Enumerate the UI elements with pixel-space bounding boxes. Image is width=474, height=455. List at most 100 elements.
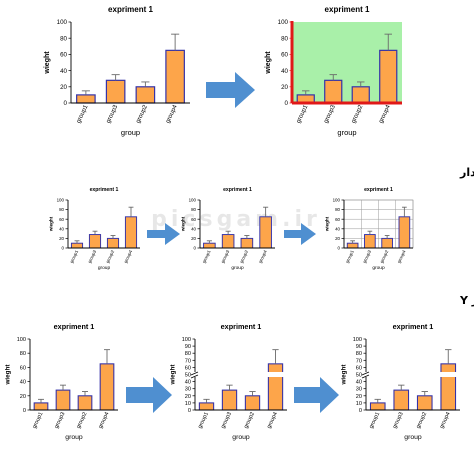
chart-title: expriment 1: [90, 187, 119, 193]
x-tick-label: group1: [32, 411, 45, 429]
y-tick-label: 40: [60, 68, 67, 75]
bar-chart-1: 0 20 40 60 80 100 group1 group3 group2 group4 grou…: [44, 5, 190, 137]
y-tick-label: 80: [20, 351, 26, 357]
x-tick-label: group1: [197, 411, 210, 429]
x-tick-label: group4: [377, 103, 392, 124]
x-axis-label: group: [232, 434, 250, 441]
y-tick-label: 60: [335, 217, 340, 222]
y-tick-label: 60: [59, 217, 64, 222]
bar-group1: [198, 402, 215, 411]
y-tick-label: 40: [185, 380, 191, 386]
bar-chart-2: 0 20 40 60 80 100 group1 group3 group2 group4 grou…: [265, 5, 402, 137]
y-tick-label: 90: [185, 344, 191, 350]
y-axis-label: wieght: [324, 216, 329, 232]
y-tick-label: 0: [194, 246, 197, 251]
y-tick-label: 30: [185, 387, 191, 393]
bar-group3: [393, 389, 410, 411]
y-tick-label: 80: [356, 351, 362, 357]
bar-group4: [440, 363, 457, 411]
y-tick-label: 60: [185, 365, 191, 371]
watermark: picsgam.ir: [151, 207, 321, 232]
y-tick-label: 40: [281, 68, 288, 75]
bar-group2: [135, 86, 156, 104]
y-tick-label: 0: [338, 246, 341, 251]
bar-group3: [221, 389, 238, 411]
axis-break: [363, 372, 369, 377]
y-tick-label: 80: [281, 35, 288, 42]
x-tick-label: group3: [220, 249, 231, 264]
axis-break-mark: [190, 371, 199, 376]
y-tick-label: 20: [356, 394, 362, 400]
x-tick-label: group4: [164, 103, 179, 124]
bar-chart-4: 0 20 40 60 80 100 group1 group3 group2 group4 grou…: [180, 187, 275, 271]
bar-group1: [203, 242, 216, 249]
x-tick-label: group2: [379, 249, 390, 264]
bar-group1: [70, 242, 84, 249]
x-tick-label: group3: [54, 411, 67, 429]
y-tick-label: 0: [23, 408, 26, 414]
arrow-right-icon: [206, 72, 255, 108]
bar-break: [267, 372, 284, 377]
bar-group4: [379, 49, 398, 104]
x-tick-label: group4: [257, 249, 268, 264]
y-tick-label: 20: [60, 84, 67, 91]
y-tick-label: 100: [353, 337, 362, 343]
y-axis-label: wieght: [5, 364, 12, 386]
y-tick-label: 100: [57, 198, 65, 203]
y-tick-label: 20: [20, 394, 26, 400]
y-axis-label: wieght: [48, 216, 53, 232]
bar-group2: [416, 395, 433, 411]
x-tick-label: group4: [123, 249, 134, 264]
bar-group1: [33, 402, 49, 411]
x-tick-label: group4: [98, 411, 111, 429]
y-tick-label: 20: [185, 394, 191, 400]
x-tick-label: group2: [350, 103, 365, 124]
y-tick-label: 0: [64, 100, 68, 107]
x-tick-label: group4: [266, 411, 279, 429]
y-tick-label: 50: [185, 372, 191, 378]
x-tick-label: group2: [105, 249, 116, 264]
y-tick-label: 0: [188, 408, 191, 414]
bar-chart-3: 0 20 40 60 80 100 group1 group3 group2 group4 grou…: [48, 187, 140, 271]
y-tick-label: 90: [356, 344, 362, 350]
arrow-right-icon: [126, 377, 172, 413]
y-tick-label: 80: [335, 207, 340, 212]
axis-break-mark: [361, 374, 370, 379]
y-tick-label: 0: [285, 100, 289, 107]
chart-title: expriment 1: [364, 187, 393, 193]
chart-title: expriment 1: [54, 322, 95, 331]
y-tick-label: 40: [191, 226, 196, 231]
y-tick-label: 100: [17, 337, 26, 343]
x-tick-label: group3: [220, 411, 233, 429]
x-axis-label: group: [337, 128, 356, 137]
y-axis-label: wieght: [180, 216, 185, 232]
arrow-right-icon: [284, 223, 316, 245]
bar-group4: [398, 216, 411, 249]
bar-group2: [351, 86, 370, 104]
y-tick-label: 80: [60, 35, 67, 42]
bar-group4: [99, 363, 115, 411]
y-tick-label: 50: [356, 372, 362, 378]
x-axis-label: group: [98, 265, 111, 271]
x-tick-label: group3: [322, 103, 337, 124]
bar-chart-6: 0 20 40 60 80 100 group1 group3 group2 group4 grou…: [5, 322, 118, 441]
y-tick-label: 20: [59, 236, 64, 241]
y-tick-label: 60: [356, 365, 362, 371]
bar-group1: [369, 402, 386, 411]
bar-group2: [381, 237, 393, 249]
bar-group2: [244, 395, 261, 411]
x-tick-label: group3: [87, 249, 98, 264]
y-axis-label: wieght: [341, 364, 348, 386]
bar-group3: [88, 234, 102, 249]
x-tick-label: group1: [368, 411, 381, 429]
x-axis-label: group: [121, 128, 140, 137]
y-tick-label: 100: [333, 198, 341, 203]
axis-break-mark: [361, 371, 370, 376]
section-heading-y-axis: آموزش چند قسمتی نمودن محور Y: [459, 293, 474, 307]
y-tick-label: 20: [191, 236, 196, 241]
x-tick-label: group1: [75, 103, 90, 124]
x-axis-label: group: [231, 265, 244, 271]
bar-group2: [77, 395, 93, 411]
